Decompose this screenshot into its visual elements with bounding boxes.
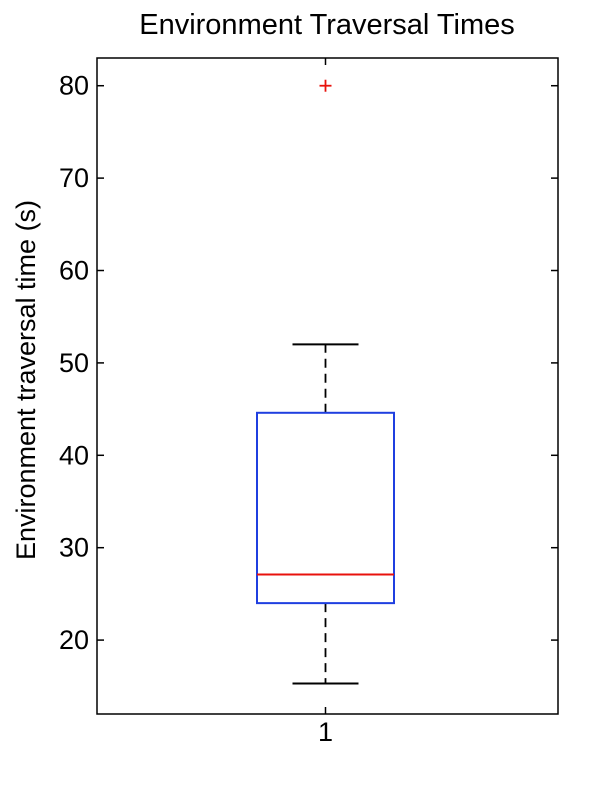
plot-area (96, 57, 559, 715)
x-axis-ticks: 1 (318, 58, 333, 747)
y-tick-label-20: 20 (59, 625, 89, 655)
y-tick-label-30: 30 (59, 533, 89, 563)
y-axis-ticks: 20 30 40 50 60 70 80 (59, 71, 558, 655)
y-tick-label-40: 40 (59, 440, 89, 470)
box-series (256, 79, 395, 685)
x-tick-label-1: 1 (318, 717, 333, 747)
y-axis-label: Environment traversal time (s) (11, 200, 41, 560)
y-tick-label-60: 60 (59, 256, 89, 286)
interquartile-box (256, 411, 395, 605)
y-tick-label-80: 80 (59, 71, 89, 101)
y-tick-label-70: 70 (59, 163, 89, 193)
outlier-marker-0 (319, 79, 332, 92)
chart-title: Environment Traversal Times (139, 9, 515, 41)
box-group-1 (256, 79, 395, 685)
y-tick-label-50: 50 (59, 348, 89, 378)
